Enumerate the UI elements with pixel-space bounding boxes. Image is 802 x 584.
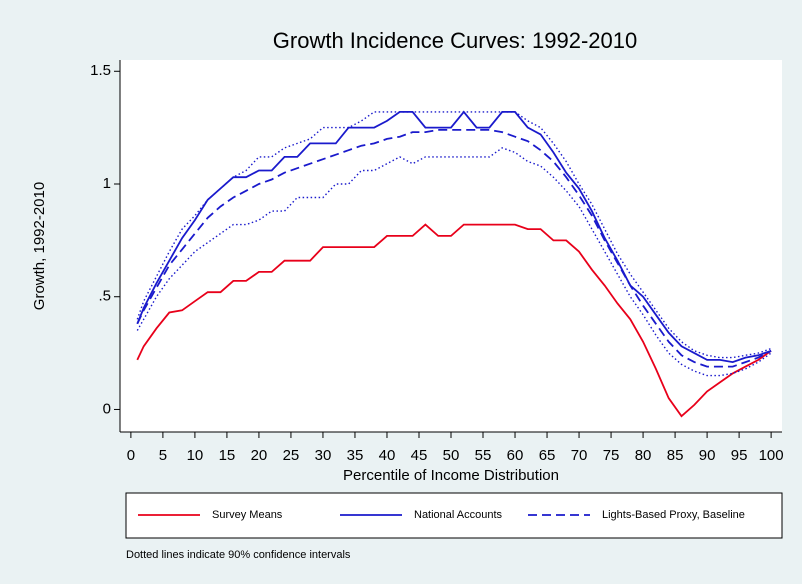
y-tick-label: 1 — [103, 175, 111, 192]
legend-label: National Accounts — [414, 509, 503, 521]
x-tick-label: 65 — [539, 447, 556, 464]
y-axis-label: Growth, 1992-2010 — [31, 182, 48, 310]
x-tick-label: 55 — [475, 447, 492, 464]
y-tick-label: 0 — [103, 400, 111, 417]
x-tick-label: 45 — [411, 447, 428, 464]
note: Dotted lines indicate 90% confidence int… — [126, 549, 351, 561]
x-tick-label: 50 — [443, 447, 460, 464]
x-tick-label: 75 — [603, 447, 620, 464]
x-tick-label: 70 — [571, 447, 588, 464]
y-tick-label: 1.5 — [90, 62, 111, 79]
y-tick-label: .5 — [98, 288, 111, 305]
x-tick-label: 85 — [667, 447, 684, 464]
x-tick-label: 60 — [507, 447, 524, 464]
series-line — [136, 147, 772, 377]
x-tick-label: 15 — [219, 447, 236, 464]
series-line — [136, 111, 772, 359]
x-tick-label: 30 — [315, 447, 332, 464]
x-tick-label: 80 — [635, 447, 652, 464]
x-tick-label: 40 — [379, 447, 396, 464]
legend-label: Survey Means — [212, 509, 283, 521]
x-tick-label: 25 — [283, 447, 300, 464]
x-tick-label: 20 — [251, 447, 268, 464]
series-line — [136, 110, 772, 364]
x-tick-label: 95 — [731, 447, 748, 464]
x-axis-label: Percentile of Income Distribution — [343, 467, 559, 484]
series-line — [136, 223, 772, 418]
legend-label: Lights-Based Proxy, Baseline — [602, 509, 745, 521]
x-tick-label: 0 — [127, 447, 135, 464]
chart-title: Growth Incidence Curves: 1992-2010 — [273, 28, 637, 53]
x-tick-label: 10 — [187, 447, 204, 464]
x-tick-label: 5 — [159, 447, 167, 464]
x-tick-label: 100 — [759, 447, 784, 464]
plot-area — [120, 60, 782, 432]
x-tick-label: 90 — [699, 447, 716, 464]
legend — [125, 492, 783, 539]
x-tick-label: 35 — [347, 447, 364, 464]
